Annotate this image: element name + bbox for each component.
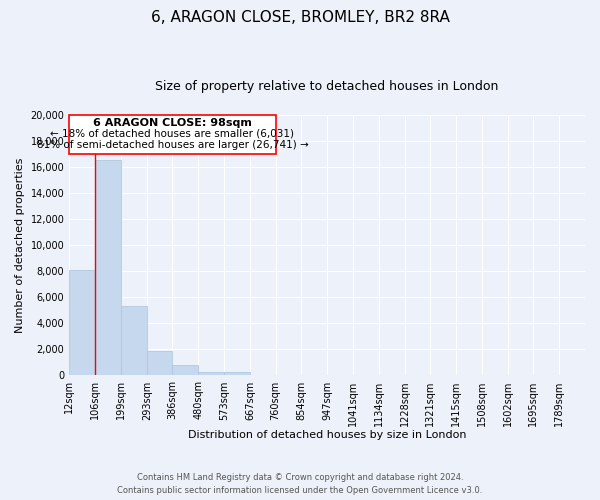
- Text: 6, ARAGON CLOSE, BROMLEY, BR2 8RA: 6, ARAGON CLOSE, BROMLEY, BR2 8RA: [151, 10, 449, 25]
- Bar: [95, 160, 121, 376]
- Text: Contains public sector information licensed under the Open Government Licence v3: Contains public sector information licen…: [118, 486, 482, 495]
- Text: ← 18% of detached houses are smaller (6,031): ← 18% of detached houses are smaller (6,…: [50, 128, 295, 138]
- Y-axis label: Number of detached properties: Number of detached properties: [15, 158, 25, 333]
- Bar: [172, 366, 199, 376]
- Bar: [121, 306, 147, 376]
- X-axis label: Distribution of detached houses by size in London: Distribution of detached houses by size …: [188, 430, 466, 440]
- Text: 81% of semi-detached houses are larger (26,741) →: 81% of semi-detached houses are larger (…: [37, 140, 308, 150]
- Title: Size of property relative to detached houses in London: Size of property relative to detached ho…: [155, 80, 499, 93]
- Bar: [147, 352, 172, 376]
- FancyBboxPatch shape: [69, 115, 275, 154]
- Text: 6 ARAGON CLOSE: 98sqm: 6 ARAGON CLOSE: 98sqm: [93, 118, 252, 128]
- Bar: [224, 372, 250, 376]
- Text: Contains HM Land Registry data © Crown copyright and database right 2024.: Contains HM Land Registry data © Crown c…: [137, 474, 463, 482]
- Bar: [199, 372, 224, 376]
- Bar: [69, 270, 95, 376]
